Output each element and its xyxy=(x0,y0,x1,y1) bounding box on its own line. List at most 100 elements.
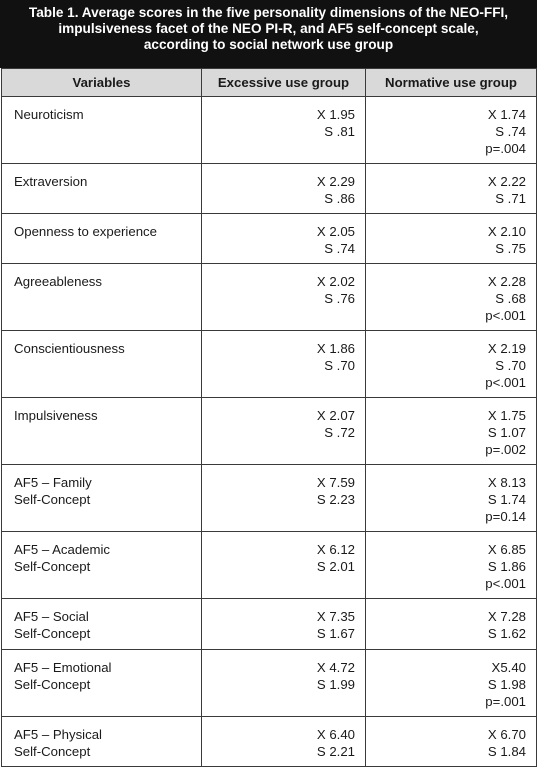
cell-line: AF5 – Social xyxy=(14,609,89,624)
cell-line: S .75 xyxy=(495,241,526,256)
excessive-cell: X 4.72 S 1.99 xyxy=(201,649,366,717)
variable-cell: Conscientiousness xyxy=(1,330,202,398)
cell-line: AF5 – Emotional xyxy=(14,660,112,675)
cell-line: AF5 – Physical xyxy=(14,727,102,742)
cell-line: S 1.74 xyxy=(487,492,526,507)
cell-line: S .74 xyxy=(495,124,526,139)
variable-cell: Extraversion xyxy=(1,163,202,214)
table-row: Openness to experience X 2.05 S .74 X 2.10 S… xyxy=(1,213,537,264)
normative-cell: X 2.28 S .68 p<.001 xyxy=(365,263,537,331)
cell-line: S .70 xyxy=(324,358,355,373)
cell-line: S .74 xyxy=(324,241,355,256)
cell-line: S .68 xyxy=(495,291,526,306)
cell-line: p<.001 xyxy=(485,375,526,390)
normative-cell: X 1.74 S .74 p=.004 xyxy=(365,96,537,164)
variable-cell: AF5 – Family Self-Concept xyxy=(1,464,202,532)
cell-line: X 6.12 xyxy=(316,542,355,557)
cell-line: p=.001 xyxy=(485,694,526,709)
scores-table: Variables Excessive use group Normative … xyxy=(1,68,537,767)
normative-cell: X 6.70 S 1.84 xyxy=(365,716,537,767)
cell-line: S 2.21 xyxy=(316,744,355,759)
cell-line: p=.004 xyxy=(485,141,526,156)
excessive-cell: X 2.07 S .72 xyxy=(201,397,366,465)
cell-line: X 1.74 xyxy=(487,107,526,122)
cell-line: Self-Concept xyxy=(14,744,91,759)
cell-line: Openness to experience xyxy=(14,224,157,239)
cell-line: X 2.19 xyxy=(487,341,526,356)
cell-line: AF5 – Family xyxy=(14,475,92,490)
normative-cell: X 2.10 S .75 xyxy=(365,213,537,264)
cell-line: X 1.86 xyxy=(316,341,355,356)
cell-line: X 7.59 xyxy=(316,475,355,490)
cell-line: S 1.99 xyxy=(316,677,355,692)
table-row: Extraversion X 2.29 S .86 X 2.22 S .71 xyxy=(1,163,537,214)
header-excessive: Excessive use group xyxy=(201,68,366,97)
cell-line: X 6.40 xyxy=(316,727,355,742)
variable-cell: AF5 – Social Self-Concept xyxy=(1,598,202,650)
header-variables: Variables xyxy=(1,68,202,97)
cell-line: Self-Concept xyxy=(14,559,91,574)
excessive-cell: X 2.02 S .76 xyxy=(201,263,366,331)
cell-line: Agreeableness xyxy=(14,274,102,289)
cell-line: X 1.75 xyxy=(487,408,526,423)
excessive-cell: X 1.95 S .81 xyxy=(201,96,366,164)
cell-line: S .86 xyxy=(324,191,355,206)
cell-line: S .72 xyxy=(324,425,355,440)
cell-line: X 2.10 xyxy=(487,224,526,239)
cell-line: S 2.23 xyxy=(316,492,355,507)
cell-line: X 2.28 xyxy=(487,274,526,289)
header-row: Variables Excessive use group Normative … xyxy=(1,68,537,97)
cell-line: Impulsiveness xyxy=(14,408,98,423)
table-row: Neuroticism X 1.95 S .81 X 1.74 S .74 p=.004 xyxy=(1,96,537,164)
cell-line: p<.001 xyxy=(485,576,526,591)
cell-line: X 4.72 xyxy=(316,660,355,675)
normative-cell: X 2.22 S .71 xyxy=(365,163,537,214)
excessive-cell: X 6.12 S 2.01 xyxy=(201,531,366,599)
cell-line: X 2.07 xyxy=(316,408,355,423)
excessive-cell: X 7.35 S 1.67 xyxy=(201,598,366,650)
cell-line: X 2.29 xyxy=(316,174,355,189)
variable-cell: AF5 – Physical Self-Concept xyxy=(1,716,202,767)
variable-cell: Agreeableness xyxy=(1,263,202,331)
cell-line: X 6.85 xyxy=(487,542,526,557)
excessive-cell: X 7.59 S 2.23 xyxy=(201,464,366,532)
cell-line: S .81 xyxy=(324,124,355,139)
excessive-cell: X 2.05 S .74 xyxy=(201,213,366,264)
variable-cell: Impulsiveness xyxy=(1,397,202,465)
variable-cell: AF5 – Academic Self-Concept xyxy=(1,531,202,599)
title-line: impulsiveness facet of the NEO PI-R, and… xyxy=(58,21,479,36)
normative-cell: X 2.19 S .70 p<.001 xyxy=(365,330,537,398)
cell-line: X 2.22 xyxy=(487,174,526,189)
cell-line: S 1.62 xyxy=(487,626,526,641)
table-body: Neuroticism X 1.95 S .81 X 1.74 S .74 p=.004 E… xyxy=(1,96,537,767)
cell-line: Self-Concept xyxy=(14,492,91,507)
cell-line: AF5 – Academic xyxy=(14,542,111,557)
cell-line: Conscientiousness xyxy=(14,341,125,356)
cell-line: Self-Concept xyxy=(14,677,91,692)
cell-line: S 1.07 xyxy=(487,425,526,440)
cell-line: X 7.28 xyxy=(487,609,526,624)
normative-cell: X 7.28 S 1.62 xyxy=(365,598,537,650)
table-row: AF5 – Social Self-Concept X 7.35 S 1.67 X 7.… xyxy=(1,598,537,650)
table-row: Agreeableness X 2.02 S .76 X 2.28 S .68 p<.00… xyxy=(1,263,537,331)
cell-line: p<.001 xyxy=(485,308,526,323)
cell-line: Extraversion xyxy=(14,174,88,189)
cell-line: X 7.35 xyxy=(316,609,355,624)
cell-line: X5.40 xyxy=(491,660,526,675)
table-row: AF5 – Academic Self-Concept X 6.12 S 2.01 X … xyxy=(1,531,537,599)
variable-cell: Neuroticism xyxy=(1,96,202,164)
normative-cell: X 8.13 S 1.74 p=0.14 xyxy=(365,464,537,532)
cell-line: X 2.02 xyxy=(316,274,355,289)
table-row: Impulsiveness X 2.07 S .72 X 1.75 S 1.07 p=.0… xyxy=(1,397,537,465)
cell-line: S 1.84 xyxy=(487,744,526,759)
excessive-cell: X 2.29 S .86 xyxy=(201,163,366,214)
cell-line: p=.002 xyxy=(485,442,526,457)
normative-cell: X 1.75 S 1.07 p=.002 xyxy=(365,397,537,465)
cell-line: X 1.95 xyxy=(316,107,355,122)
cell-line: X 2.05 xyxy=(316,224,355,239)
cell-line: S 1.86 xyxy=(487,559,526,574)
table-row: Conscientiousness X 1.86 S .70 X 2.19 S .70 p… xyxy=(1,330,537,398)
cell-line: S 2.01 xyxy=(316,559,355,574)
cell-line: S .76 xyxy=(324,291,355,306)
